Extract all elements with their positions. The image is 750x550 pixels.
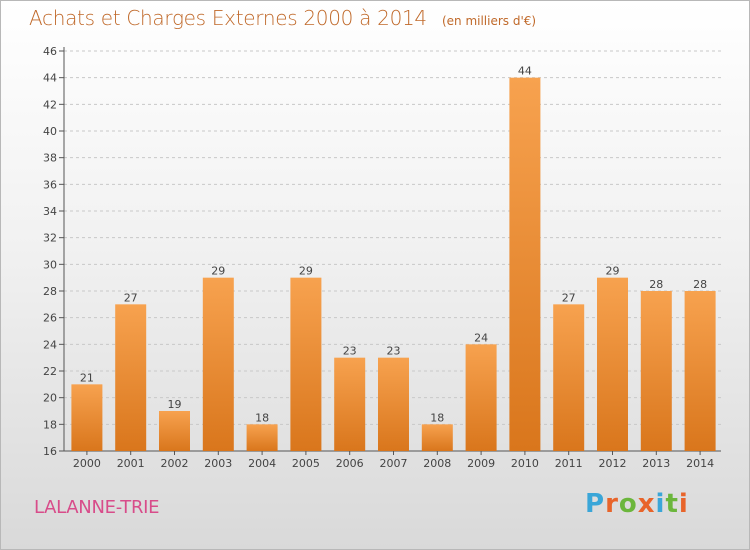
x-tick-label: 2009 — [467, 457, 495, 470]
bar — [202, 277, 234, 451]
bar — [71, 384, 103, 451]
x-tick-label: 2007 — [380, 457, 408, 470]
y-tick-label: 22 — [43, 365, 57, 378]
bar-value-label: 29 — [606, 265, 620, 278]
x-tick-label: 2004 — [248, 457, 276, 470]
bar-value-label: 29 — [211, 265, 225, 278]
x-tick-label: 2006 — [336, 457, 364, 470]
bar-value-label: 28 — [649, 278, 663, 291]
logo-letter: o — [618, 489, 638, 519]
chart-title: Achats et Charges Externes 2000 à 2014 — [29, 6, 427, 30]
chart-unit-note: (en milliers d'€) — [441, 14, 537, 28]
bar — [640, 291, 672, 451]
x-tick-label: 2000 — [73, 457, 101, 470]
x-tick-label: 2010 — [511, 457, 539, 470]
bar-value-label: 28 — [693, 278, 707, 291]
bar-value-label: 19 — [168, 398, 182, 411]
x-tick-label: 2012 — [599, 457, 627, 470]
bar — [246, 424, 278, 451]
x-tick-label: 2011 — [555, 457, 583, 470]
bar-value-label: 24 — [474, 331, 488, 344]
logo-letter: P — [585, 489, 606, 519]
bar-value-label: 27 — [124, 291, 138, 304]
y-tick-label: 26 — [43, 312, 57, 325]
bar-value-label: 29 — [299, 265, 313, 278]
bar — [378, 357, 409, 451]
x-tick-label: 2008 — [423, 457, 451, 470]
y-tick-label: 18 — [43, 418, 57, 431]
chart-title-row: Achats et Charges Externes 2000 à 2014 (… — [29, 6, 536, 30]
y-tick-label: 36 — [43, 178, 57, 191]
logo-letter: x — [637, 489, 656, 519]
y-tick-label: 28 — [43, 285, 57, 298]
bar — [421, 424, 453, 451]
y-tick-label: 38 — [43, 152, 57, 165]
y-tick-label: 16 — [43, 445, 57, 458]
x-tick-label: 2005 — [292, 457, 320, 470]
bar — [115, 304, 147, 451]
bar — [159, 411, 190, 451]
y-tick-label: 24 — [43, 338, 57, 351]
y-tick-label: 46 — [43, 45, 57, 58]
x-tick-label: 2013 — [642, 457, 670, 470]
bar-value-label: 21 — [80, 371, 94, 384]
bar-value-label: 44 — [518, 65, 532, 78]
x-tick-label: 2003 — [204, 457, 232, 470]
proxiti-logo: Proxiti — [585, 489, 689, 519]
bar — [290, 277, 322, 451]
logo-letter: t — [665, 489, 679, 519]
bar — [465, 344, 497, 451]
y-tick-label: 30 — [43, 258, 57, 271]
y-tick-label: 32 — [43, 232, 57, 245]
logo-letter: i — [655, 489, 666, 519]
town-name: LALANNE-TRIE — [34, 497, 160, 518]
x-tick-label: 2002 — [161, 457, 189, 470]
bar — [334, 357, 366, 451]
y-tick-label: 34 — [43, 205, 57, 218]
bar-value-label: 18 — [255, 411, 269, 424]
x-tick-label: 2001 — [117, 457, 145, 470]
logo-letter: r — [605, 489, 619, 519]
logo-letter: i — [678, 489, 689, 519]
y-tick-label: 20 — [43, 392, 57, 405]
bar-value-label: 18 — [430, 411, 444, 424]
bar — [509, 77, 541, 452]
bar — [684, 291, 716, 451]
y-tick-label: 42 — [43, 98, 57, 111]
bar-value-label: 23 — [387, 345, 401, 358]
y-tick-label: 40 — [43, 125, 57, 138]
x-tick-label: 2014 — [686, 457, 714, 470]
bar — [553, 304, 585, 451]
bar-value-label: 27 — [562, 291, 576, 304]
y-tick-label: 44 — [43, 72, 57, 85]
bar-value-label: 23 — [343, 345, 357, 358]
bar — [597, 277, 628, 451]
